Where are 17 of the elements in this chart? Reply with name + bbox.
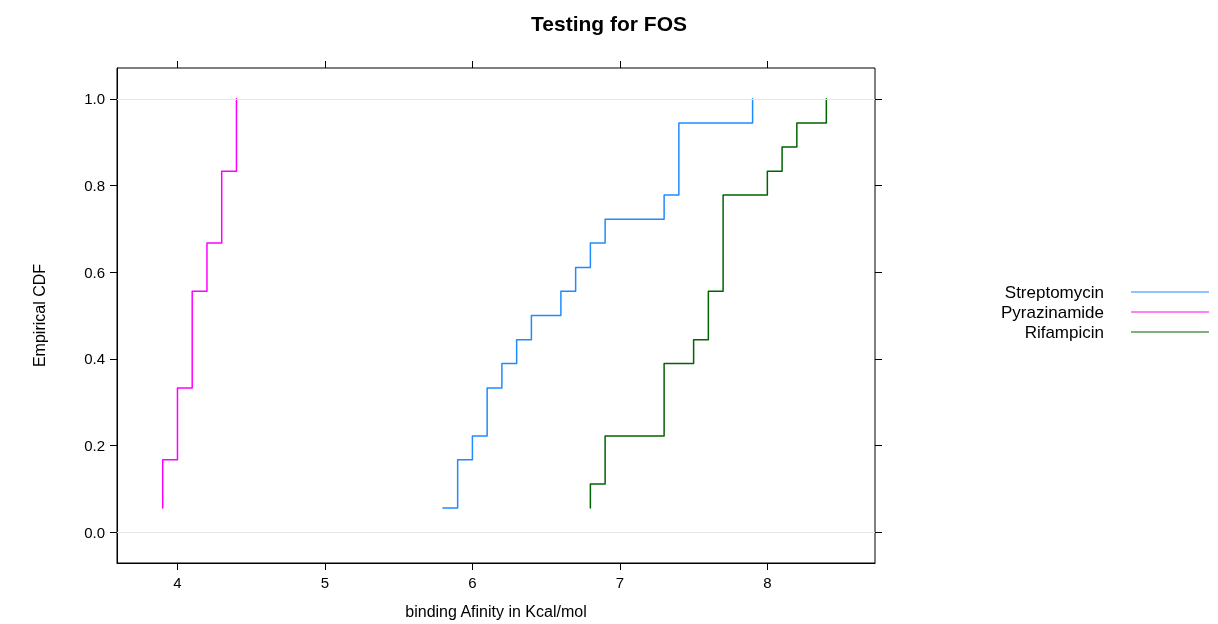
x-tick-label: 8 (763, 574, 772, 591)
y-tick-label: 0.2 (84, 437, 105, 455)
y-axis-title: Empirical CDF (30, 263, 48, 368)
legend-label: Pyrazinamide (1001, 302, 1104, 322)
y-tick-label: 0.8 (84, 176, 105, 194)
legend-label: Rifampicin (1024, 322, 1104, 342)
x-tick-label: 7 (615, 574, 625, 591)
y-tick-label: 1.0 (84, 90, 105, 108)
x-axis-title: binding Afinity in Kcal/mol (405, 602, 587, 620)
y-tick-label: 0.0 (84, 523, 105, 541)
chart-title: Testing for FOS (531, 12, 687, 35)
y-tick-label: 0.6 (84, 263, 105, 281)
x-tick-label: 4 (173, 574, 182, 591)
y-tick-label: 0.4 (84, 350, 105, 368)
x-tick-label: 6 (468, 574, 477, 591)
legend-label: Streptomycin (1004, 282, 1104, 302)
x-tick-label: 5 (320, 574, 330, 591)
